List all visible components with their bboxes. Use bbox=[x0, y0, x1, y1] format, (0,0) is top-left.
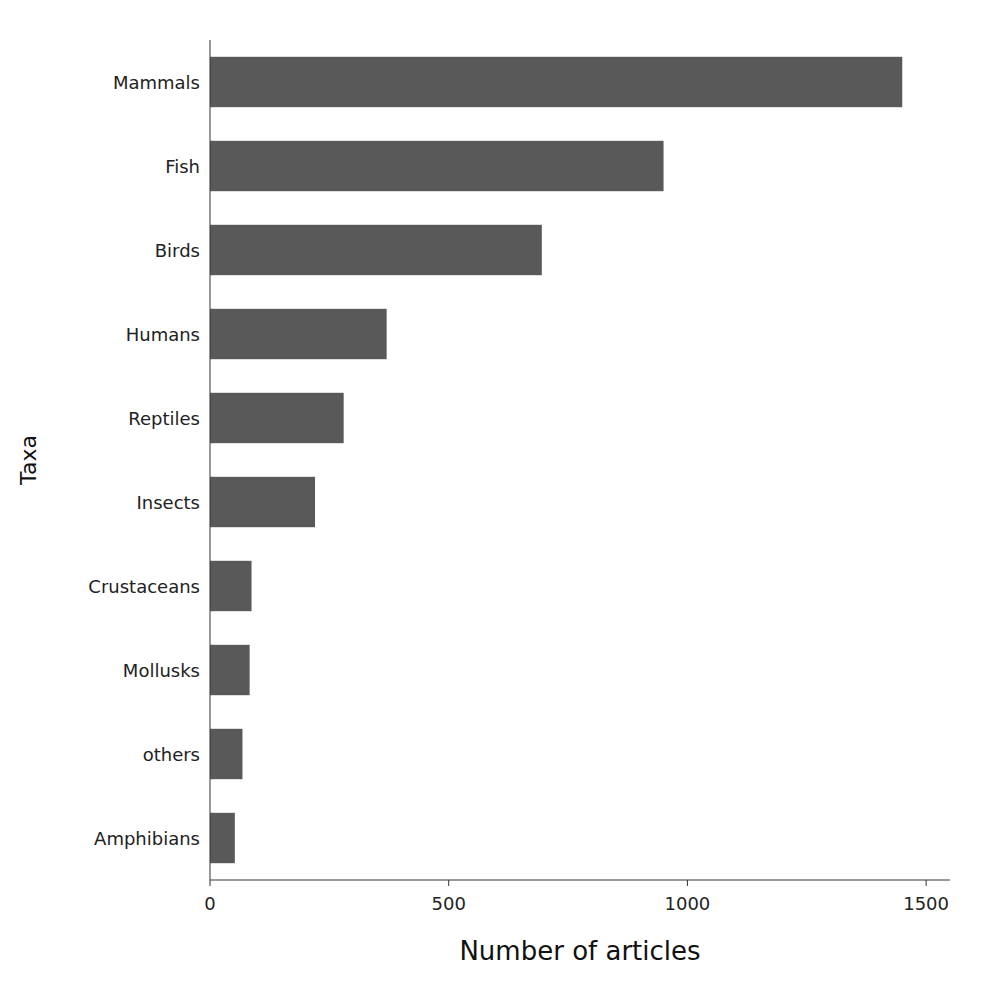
y-tick-label: Amphibians bbox=[94, 828, 200, 849]
y-axis-line bbox=[210, 40, 211, 880]
bar bbox=[210, 57, 902, 107]
x-tick bbox=[210, 880, 211, 886]
y-tick-label: Reptiles bbox=[128, 408, 200, 429]
x-axis-line bbox=[210, 880, 950, 881]
x-tick bbox=[926, 880, 927, 886]
chart: 0 500 1000 1500 Mammals Fish Birds Humans Reptil… bbox=[0, 0, 1000, 1000]
bar bbox=[210, 729, 242, 779]
bar bbox=[210, 813, 235, 863]
y-tick-label: Crustaceans bbox=[88, 576, 200, 597]
bars bbox=[210, 57, 902, 863]
x-tick-label: 0 bbox=[204, 893, 215, 914]
y-tick-label: Fish bbox=[165, 156, 200, 177]
y-tick-label: Insects bbox=[136, 492, 200, 513]
bar bbox=[210, 477, 315, 527]
x-tick bbox=[687, 880, 688, 886]
bar bbox=[210, 645, 250, 695]
y-tick-label: Birds bbox=[155, 240, 200, 261]
x-tick-label: 1000 bbox=[665, 893, 711, 914]
x-tick-label: 1500 bbox=[903, 893, 949, 914]
y-tick-label: Humans bbox=[126, 324, 200, 345]
bar bbox=[210, 309, 387, 359]
y-tick-label: others bbox=[143, 744, 200, 765]
y-tick-label: Mollusks bbox=[123, 660, 200, 681]
bar bbox=[210, 141, 664, 191]
bar bbox=[210, 393, 344, 443]
x-tick-label: 500 bbox=[432, 893, 466, 914]
x-axis-label: Number of articles bbox=[459, 936, 700, 966]
y-tick-label: Mammals bbox=[113, 72, 200, 93]
bar bbox=[210, 561, 252, 611]
bar bbox=[210, 225, 542, 275]
background bbox=[0, 0, 1000, 1000]
x-tick bbox=[448, 880, 449, 886]
y-axis-label: Taxa bbox=[16, 435, 41, 486]
